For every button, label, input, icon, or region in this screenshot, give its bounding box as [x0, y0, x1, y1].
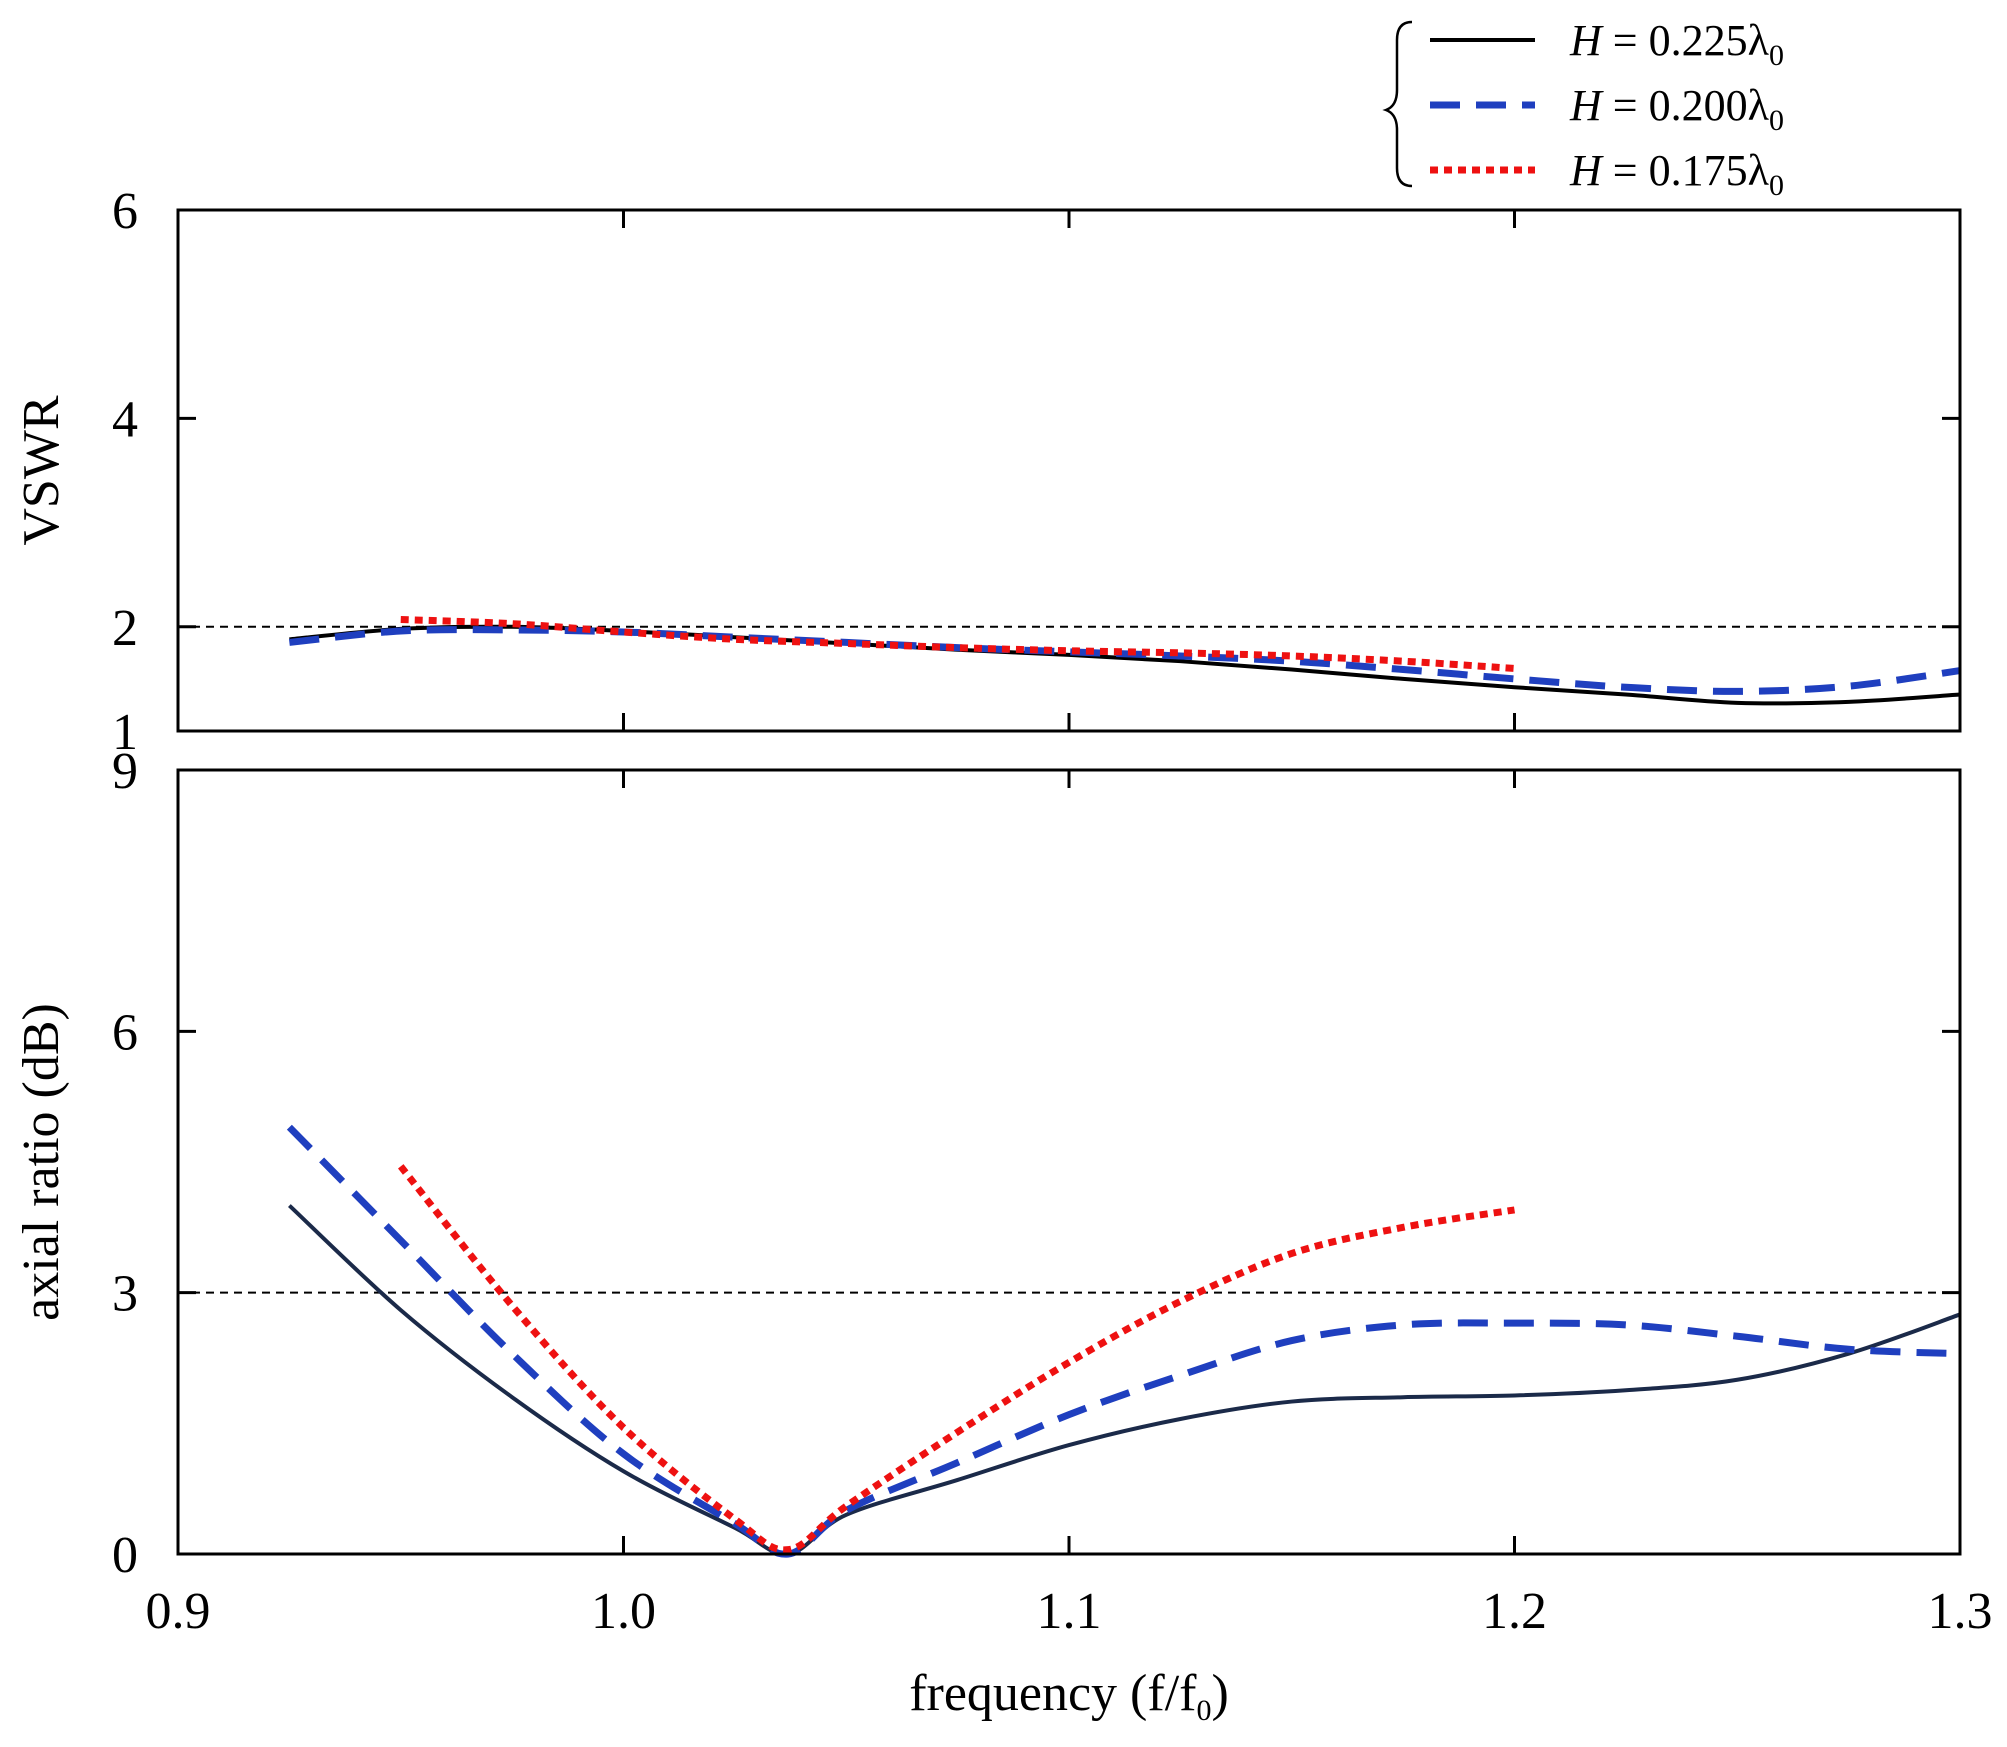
vswr-tick-group: 1 2 4 6 — [112, 183, 1960, 761]
axial-ratio-series-group — [286, 1124, 1961, 1558]
x-tick-label: 1.2 — [1482, 1583, 1547, 1640]
legend-label: H = 0.200λ0 — [1569, 81, 1784, 137]
ar-y-tick-label: 0 — [112, 1527, 138, 1584]
x-tick-label: 0.9 — [146, 1583, 211, 1640]
axial-ratio-plot-frame — [176, 768, 1962, 1556]
ar-y-tick-label: 3 — [112, 1266, 138, 1323]
axial-ratio-panel: 0 3 6 9 0.9 1.0 1.1 1.2 1.3 axial ratio (dB) fre… — [13, 743, 1993, 1727]
ar-series-solid — [288, 1204, 1961, 1557]
vswr-panel: 1 2 4 6 VSWR — [13, 183, 1962, 761]
legend: H = 0.225λ0 H = 0.200λ0 H = 0.175λ0 — [1382, 16, 1784, 202]
x-tick-label: 1.1 — [1037, 1583, 1102, 1640]
x-tick-label: 1.3 — [1928, 1583, 1993, 1640]
ar-y-tick-label: 6 — [112, 1004, 138, 1061]
vswr-series-solid — [289, 624, 1961, 706]
axial-ratio-tick-group: 0 3 6 9 0.9 1.0 1.1 1.2 1.3 — [112, 743, 1993, 1640]
vswr-plot-frame — [176, 208, 1962, 733]
vswr-series-dotted — [400, 616, 1515, 672]
vswr-y-tick-label: 2 — [112, 600, 138, 657]
axial-ratio-y-axis-label: axial ratio (dB) — [13, 1003, 70, 1321]
legend-label: H = 0.175λ0 — [1569, 146, 1784, 202]
vswr-y-tick-label: 4 — [112, 391, 138, 448]
vswr-y-tick-label: 6 — [112, 183, 138, 240]
x-tick-label: 1.0 — [591, 1583, 656, 1640]
ar-y-tick-label: 9 — [112, 743, 138, 800]
vswr-y-tick-label: 1 — [112, 704, 138, 761]
x-axis-label: frequency (f/f0) — [909, 1665, 1229, 1727]
ar-series-dotted — [398, 1164, 1516, 1554]
vswr-series-dashed — [289, 626, 1961, 695]
vswr-y-axis-label: VSWR — [13, 395, 70, 546]
ar-series-dashed — [286, 1124, 1961, 1558]
legend-label: H = 0.225λ0 — [1569, 16, 1784, 72]
vswr-series-group — [289, 616, 1961, 706]
legend-brace — [1382, 20, 1413, 188]
